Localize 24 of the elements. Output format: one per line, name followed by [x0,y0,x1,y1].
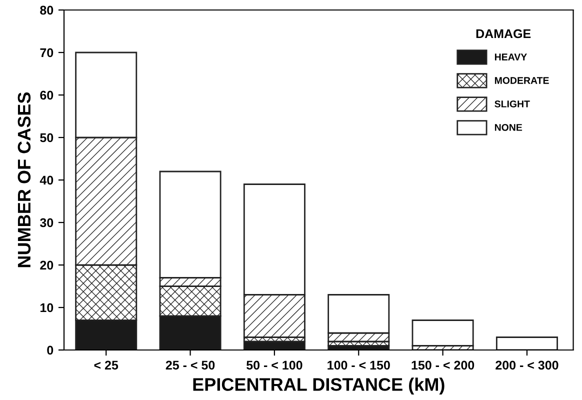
legend-label: HEAVY [494,54,527,60]
legend-label: SLIGHT [494,100,530,108]
y-tick-label: 30 [40,218,54,228]
bar [412,320,474,346]
x-tick-label: 100 - < 150 [328,360,390,370]
y-tick-label: 20 [40,260,54,270]
x-tick-label: 200 - < 300 [496,360,558,370]
y-tick-label: 80 [40,6,54,15]
y-tick-label: 50 [40,133,54,142]
y-tick-label: 60 [40,90,54,100]
y-tick-label: 0 [47,346,54,355]
y-tick-label: 10 [40,303,54,312]
legend-title: DAMAGE [476,29,531,38]
x-tick-label: < 25 [94,360,118,370]
bar [496,336,558,350]
x-tick-label: 25 - < 50 [166,360,215,370]
y-tick-label: 70 [40,48,54,58]
legend-label: NONE [494,124,522,131]
legend-label: MODERATE [494,77,549,84]
x-axis-title: EPICENTRAL DISTANCE (kM) [193,378,444,394]
x-tick-label: 50 - < 100 [246,360,302,370]
y-axis-title: NUMBER OF CASES [18,92,31,268]
x-tick-label: 150 - < 200 [412,360,474,370]
y-tick-label: 40 [40,176,54,185]
